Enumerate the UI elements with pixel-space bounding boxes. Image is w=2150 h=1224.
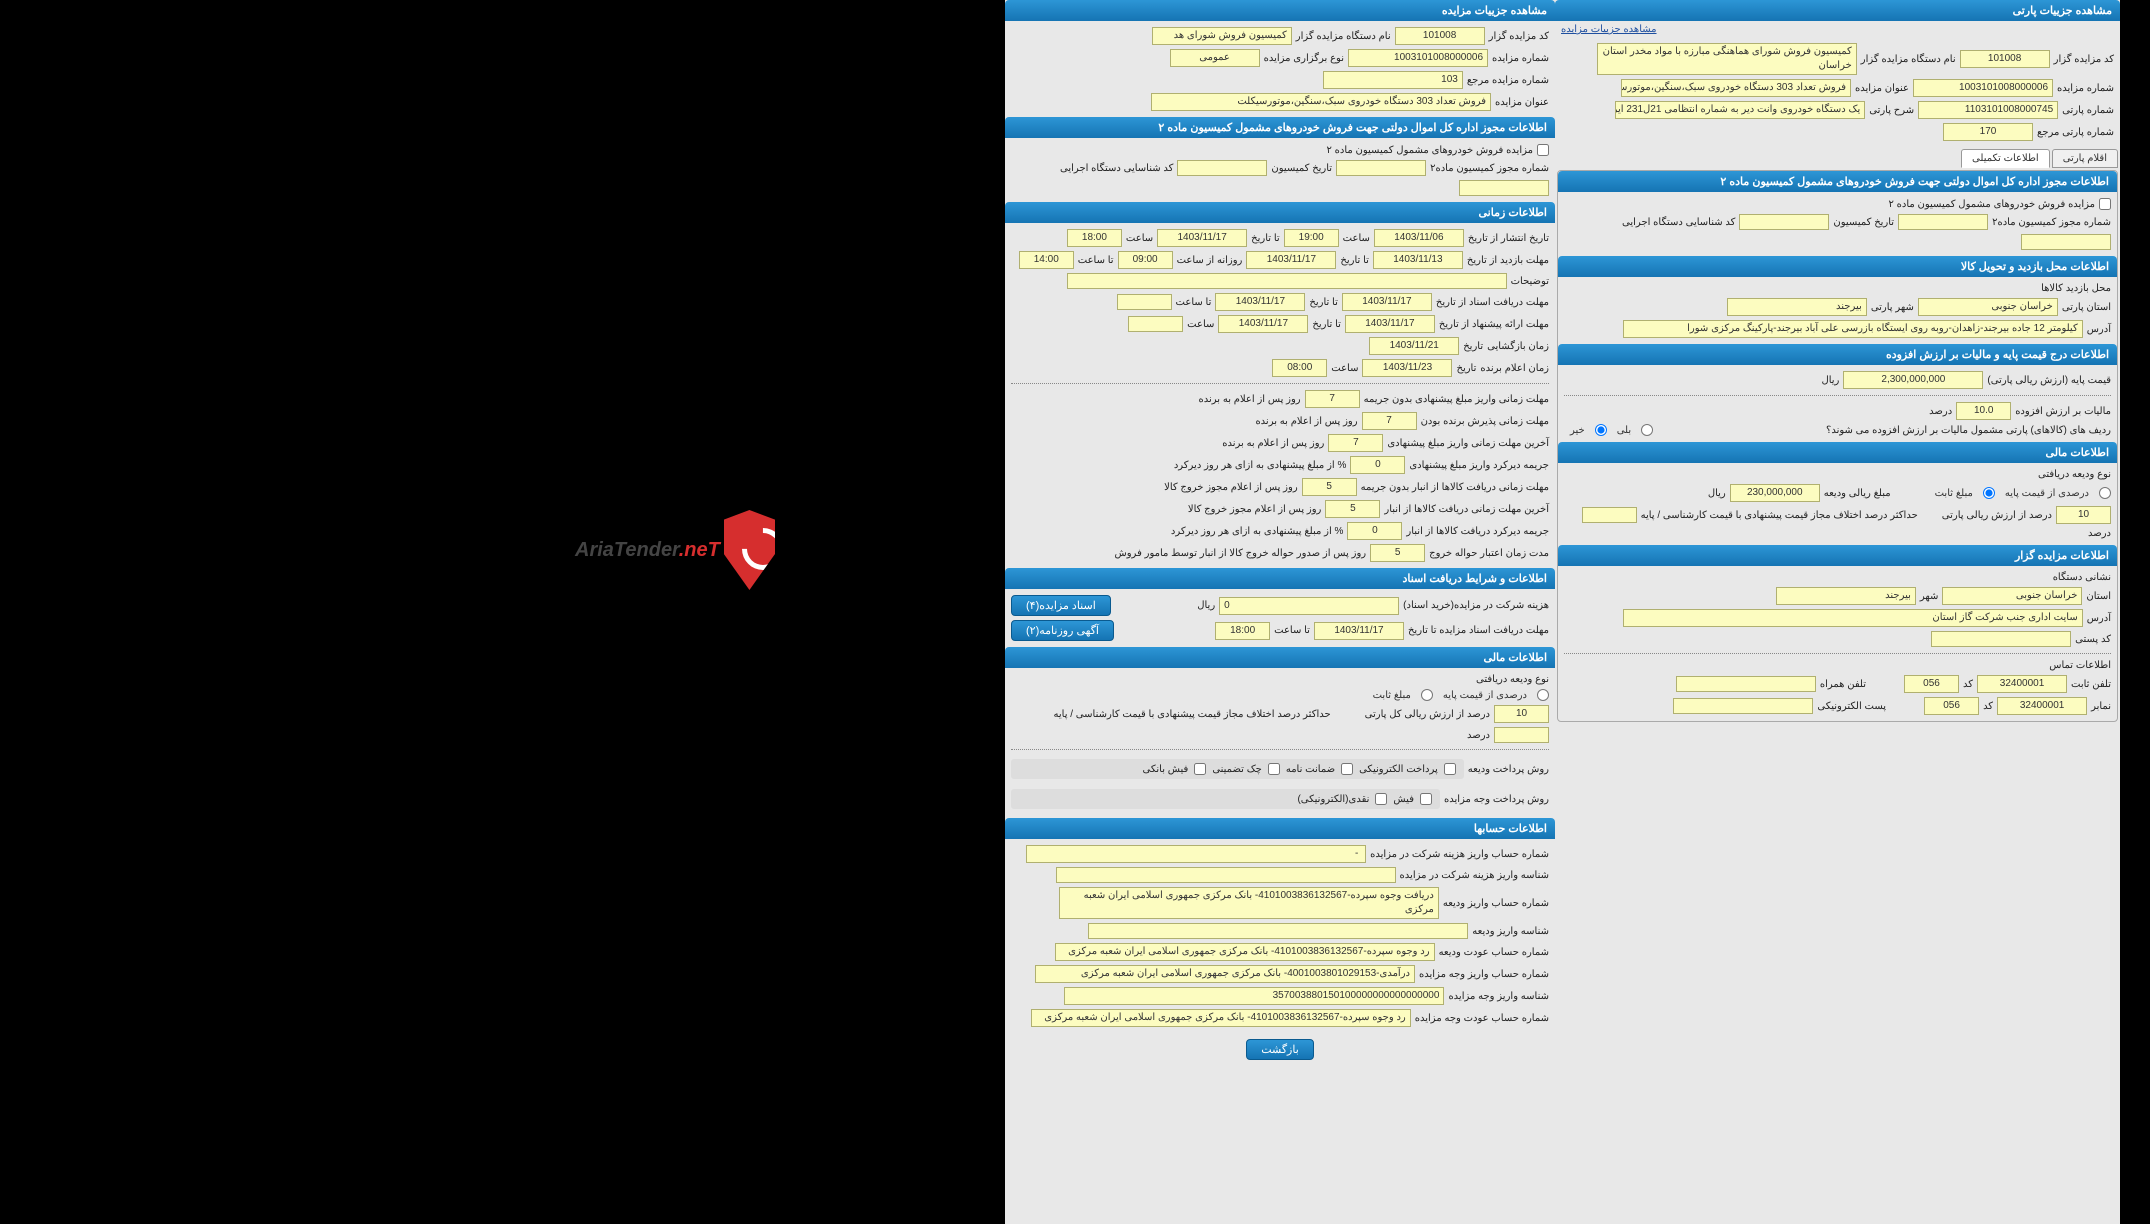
accounts-header: اطلاعات حسابها [1005,818,1555,839]
num-field: 1003101008000006 [1348,49,1488,67]
license-header: اطلاعات مجوز اداره کل اموال دولتی جهت فر… [1005,117,1555,138]
cash-electronic-chk[interactable] [1375,793,1387,805]
vat-no-radio[interactable] [1595,424,1607,436]
pub-to-field: 1403/11/17 [1157,229,1247,247]
docs-header: اطلاعات و شرایط دریافت اسناد [1005,568,1555,589]
auction-details-panel: مشاهده جزییات مزایده کد مزایده گزار 1010… [1005,0,1555,1224]
pub-label: تاریخ انتشار از تاریخ [1468,233,1549,244]
view-auction-link[interactable]: مشاهده جزییات مزایده [1561,24,1657,35]
party-details-panel: مشاهده جزییات پارتی مشاهده جزییات مزایده… [1555,0,2120,1224]
financial-header: اطلاعات مالی [1005,647,1555,668]
watermark-logo: AriaTender.neT [575,490,775,610]
lic-num-field[interactable] [1336,160,1426,176]
party-header: مشاهده جزییات پارتی [1555,0,2120,21]
from-base-radio[interactable] [2099,487,2111,499]
code-label: کد مزایده گزار [1489,31,1549,42]
comm-date-label: تاریخ کمیسیون [1271,163,1332,174]
ref-field: 103 [1323,71,1463,89]
num-label: شماره مزایده [1492,53,1549,64]
vat-yes-radio[interactable] [1641,424,1653,436]
desc-field[interactable] [1067,273,1507,289]
newspaper-ad-button[interactable]: آگهی روزنامه(۲) [1011,620,1114,641]
ref-label: شماره مزایده مرجع [1467,75,1549,86]
auction-details-header: مشاهده جزییات مزایده [1005,0,1555,21]
type-label: نوع برگزاری مزایده [1264,53,1344,64]
comm-date-field[interactable] [1177,160,1267,176]
docs-button[interactable]: اسناد مزایده(۴) [1011,595,1111,616]
license-checkbox[interactable] [1537,144,1549,156]
code-field: 101008 [1395,27,1485,45]
lic-checkbox[interactable] [2099,198,2111,210]
visit-to: 1403/11/17 [1246,251,1336,269]
acc6-field: درآمدی-4001003801029153- بانک مرکزی جمهو… [1035,965,1415,983]
bank-slip-chk[interactable] [1194,763,1206,775]
guarantee-chk[interactable] [1341,763,1353,775]
bank-check-chk[interactable] [1268,763,1280,775]
org-label: نام دستگاه مزایده گزار [1296,31,1391,42]
title-label: عنوان مزایده [1495,97,1549,108]
tabs: اقلام پارتی اطلاعات تکمیلی [1557,149,2118,168]
exec-code-field[interactable] [1459,180,1549,196]
back-button[interactable]: بازگشت [1246,1039,1314,1060]
pub-time-from: 19:00 [1284,229,1339,247]
pub-from-field: 1403/11/06 [1374,229,1464,247]
lic-num-label: شماره مجوز کمیسیون ماده۲ [1430,163,1549,174]
pay-electronic-chk[interactable] [1444,763,1456,775]
type-field: عمومی [1170,49,1260,67]
desc-label: توضیحات [1511,276,1549,287]
license-chk-label: مزایده فروش خودروهای مشمول کمیسیون ماده … [1326,145,1533,156]
percent-radio[interactable] [1537,689,1549,701]
slip-chk[interactable] [1420,793,1432,805]
tab-items[interactable]: اقلام پارتی [2052,149,2118,168]
acc8-field: رد وجوه سپرده-4101003836132567- بانک مرک… [1031,1009,1411,1027]
acc1-field: - [1026,845,1366,863]
acc7-field: 357003880150100000000000000000 [1064,987,1444,1005]
org-field: کمیسیون فروش شورای هد [1152,27,1292,45]
shield-icon [724,510,775,590]
visit-from: 1403/11/13 [1373,251,1463,269]
fixed-amt-radio[interactable] [1983,487,1995,499]
fixed-radio[interactable] [1421,689,1433,701]
acc4-field [1088,923,1468,939]
exec-code-label: کد شناسایی دستگاه اجرایی [1060,163,1173,174]
title-field: فروش تعداد 303 دستگاه خودروی سبک،سنگین،م… [1151,93,1491,111]
acc3-field: دریافت وجوه سپرده-4101003836132567- بانک… [1059,887,1439,919]
acc5-field: رد وجوه سپرده-4101003836132567- بانک مرک… [1055,943,1435,961]
pub-time-to: 18:00 [1067,229,1122,247]
tab-extra-info[interactable]: اطلاعات تکمیلی [1961,149,2050,168]
time-header: اطلاعات زمانی [1005,202,1555,223]
visit-label: مهلت بازدید از تاریخ [1467,255,1549,266]
acc2-field [1056,867,1396,883]
